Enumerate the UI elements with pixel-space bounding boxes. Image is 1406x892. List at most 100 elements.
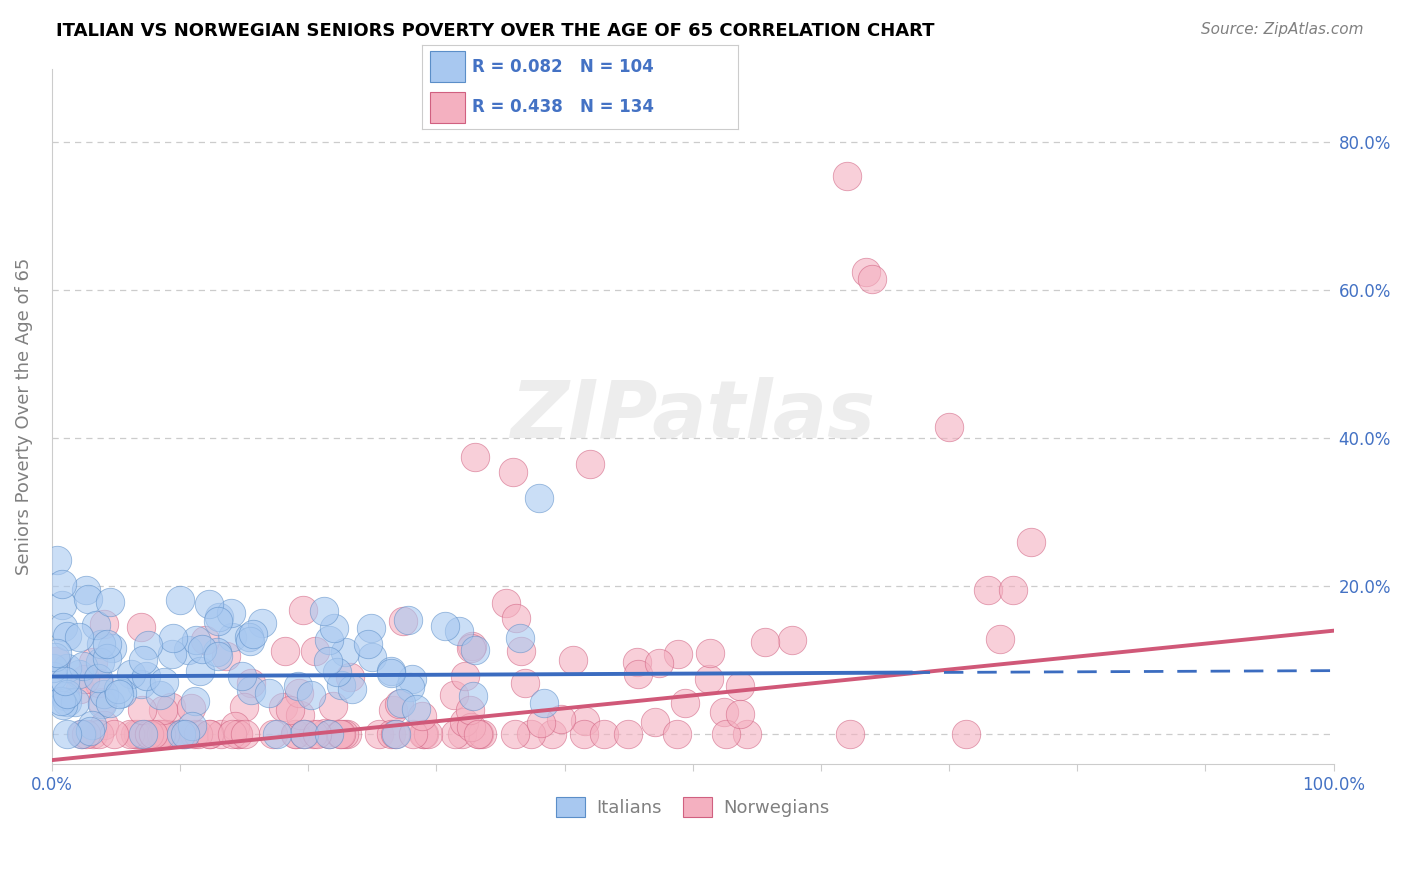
Point: [453, 715, 475, 730]
Point: [44, 650, 66, 665]
Point: [323, 621, 346, 635]
Point: [183, 694, 205, 708]
Point: [627, 667, 650, 681]
Point: [561, 653, 583, 667]
Point: [177, 642, 200, 657]
Point: [314, 725, 336, 739]
Point: [120, 666, 142, 681]
Point: [626, 655, 648, 669]
Point: [224, 719, 246, 733]
Point: [240, 676, 263, 690]
Y-axis label: Seniors Poverty Over the Age of 65: Seniors Poverty Over the Age of 65: [15, 258, 32, 574]
Point: [231, 669, 253, 683]
Point: [82, 656, 104, 670]
Point: [160, 700, 183, 714]
Point: [735, 727, 758, 741]
Point: [273, 644, 295, 658]
Point: [330, 727, 353, 741]
Point: [574, 714, 596, 728]
Point: [361, 650, 384, 665]
Point: [509, 632, 531, 646]
Point: [593, 727, 616, 741]
Point: [153, 727, 176, 741]
Text: R = 0.082   N = 104: R = 0.082 N = 104: [472, 58, 654, 76]
Point: [384, 727, 406, 741]
Point: [382, 703, 405, 717]
Point: [141, 727, 163, 741]
Point: [284, 727, 307, 741]
Point: [495, 596, 517, 610]
Point: [63, 695, 86, 709]
Point: [434, 619, 457, 633]
Point: [617, 727, 640, 741]
Point: [329, 727, 352, 741]
Text: Source: ZipAtlas.com: Source: ZipAtlas.com: [1201, 22, 1364, 37]
Point: [443, 688, 465, 702]
Point: [219, 606, 242, 620]
Point: [574, 727, 596, 741]
Point: [70, 727, 93, 741]
Point: [471, 727, 494, 741]
Point: [55, 673, 77, 688]
Point: [398, 681, 420, 695]
Point: [221, 727, 243, 741]
Point: [412, 727, 434, 741]
Point: [326, 665, 349, 680]
Point: [357, 637, 380, 651]
Point: [53, 690, 76, 704]
Point: [579, 457, 602, 471]
Point: [333, 645, 356, 659]
Point: [533, 696, 555, 710]
Point: [287, 685, 309, 699]
Point: [699, 646, 721, 660]
Point: [146, 727, 169, 741]
Point: [108, 687, 131, 701]
Point: [93, 688, 115, 702]
Point: [938, 420, 960, 434]
Point: [513, 676, 536, 690]
Point: [89, 655, 111, 669]
Point: [332, 727, 354, 741]
Point: [90, 696, 112, 710]
Point: [242, 626, 264, 640]
Point: [80, 718, 103, 732]
Point: [402, 727, 425, 741]
Point: [134, 727, 156, 741]
Point: [67, 630, 90, 644]
Point: [67, 666, 90, 681]
Point: [835, 169, 858, 183]
Point: [173, 727, 195, 741]
Point: [72, 658, 94, 673]
Point: [55, 630, 77, 644]
Point: [129, 677, 152, 691]
Point: [135, 669, 157, 683]
Point: [181, 718, 204, 732]
Point: [100, 641, 122, 656]
Text: ITALIAN VS NORWEGIAN SENIORS POVERTY OVER THE AGE OF 65 CORRELATION CHART: ITALIAN VS NORWEGIAN SENIORS POVERTY OVE…: [56, 22, 935, 40]
Point: [728, 706, 751, 721]
Point: [51, 577, 73, 591]
Point: [463, 689, 485, 703]
Point: [644, 714, 666, 729]
Point: [287, 680, 309, 694]
Point: [336, 727, 359, 741]
Point: [780, 632, 803, 647]
Point: [93, 617, 115, 632]
Point: [42, 661, 65, 675]
Point: [98, 696, 121, 710]
Point: [136, 638, 159, 652]
Point: [502, 465, 524, 479]
Point: [233, 727, 256, 741]
Point: [239, 633, 262, 648]
Point: [221, 630, 243, 644]
Point: [233, 700, 256, 714]
Point: [169, 593, 191, 607]
Point: [170, 727, 193, 741]
Point: [257, 686, 280, 700]
Point: [160, 647, 183, 661]
Point: [312, 604, 335, 618]
Point: [754, 635, 776, 649]
Point: [238, 630, 260, 644]
Point: [271, 699, 294, 714]
Point: [75, 727, 97, 741]
